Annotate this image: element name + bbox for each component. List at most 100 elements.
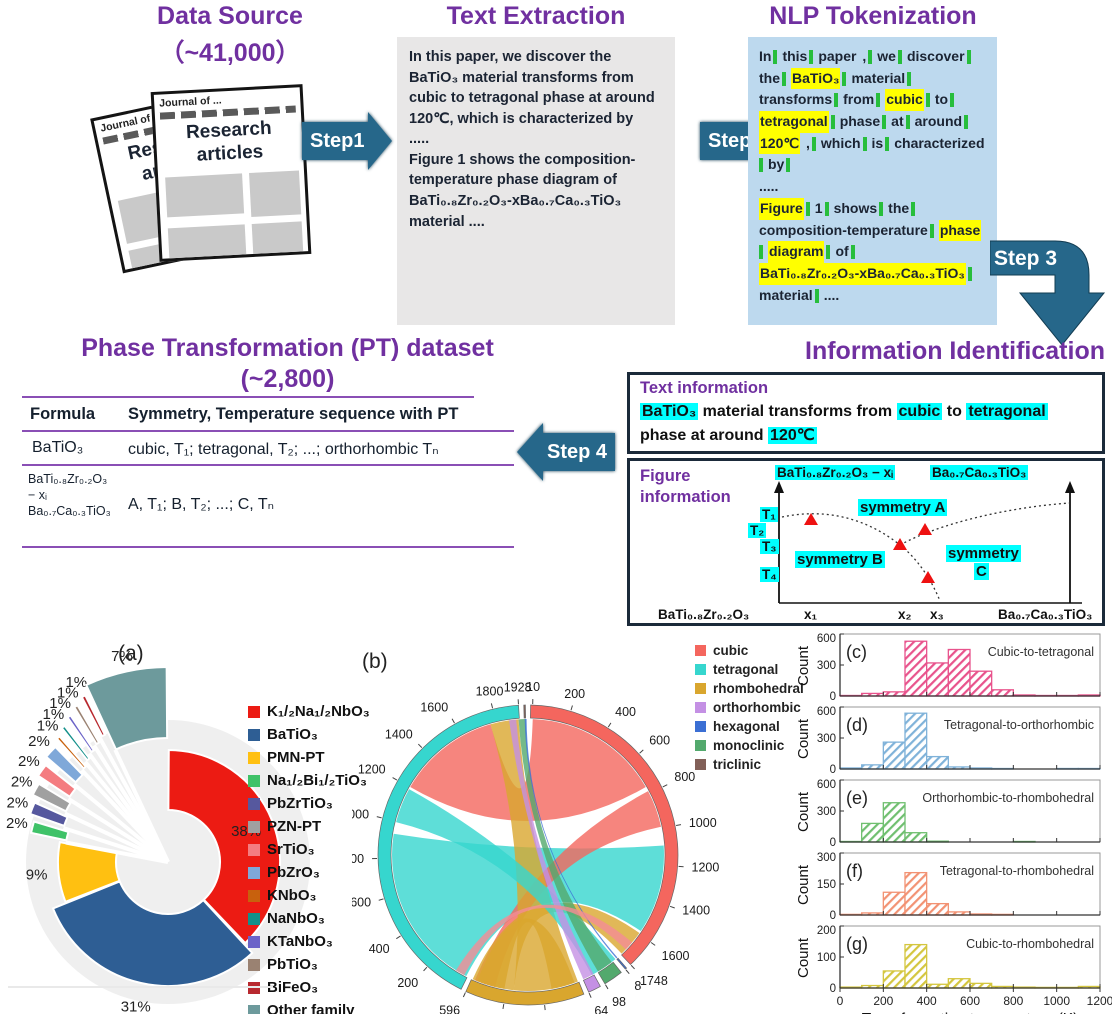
nlp-tokenization-title: NLP Tokenization [769, 2, 977, 30]
table-row2-formula: BaTi₀.₈Zr₀.₂O₃ − xᵢ Ba₀.₇Ca₀.₃TiO₃ [28, 471, 111, 519]
token-tick [964, 115, 969, 130]
token-tick [814, 288, 819, 303]
chord-scale-label: 800 [674, 770, 695, 784]
pie-percent-label: 9% [26, 866, 48, 883]
y-tick-label: 0 [830, 983, 836, 995]
histogram-e: 0 300 600 Count (e) Orthorhombic-to-rhombohed… [795, 779, 1101, 849]
chord-tick [588, 992, 592, 998]
histogram-f: 0 150 300 Count (f) Tetragonal-to-rhombohedra… [795, 852, 1101, 922]
y-tick-label: 150 [817, 879, 836, 891]
y-tick-label: 600 [817, 779, 836, 791]
step1-arrow: Step1 [302, 122, 369, 160]
token: to [934, 91, 949, 108]
pie-percent-label: 7% [111, 648, 133, 665]
legend-swatch [248, 889, 260, 902]
y-tick-label: 600 [817, 706, 836, 718]
chord-scale-label: 98 [612, 995, 626, 1009]
legend-swatch [248, 1004, 260, 1014]
legend-swatch [248, 751, 260, 764]
legend-swatch [695, 645, 706, 656]
chord-tick [423, 966, 428, 972]
chord-arc-tetragonal [377, 704, 520, 990]
chord-scale-label: 600 [352, 896, 371, 910]
chord-ribbon [490, 719, 578, 991]
table-rule-bottom [22, 546, 514, 548]
token: of [835, 243, 849, 260]
panel-label: (e) [846, 788, 868, 808]
x-tick-label: 0 [837, 994, 844, 1008]
x-tick-label: 1200 [1087, 994, 1112, 1008]
panel-label: (d) [846, 715, 868, 735]
pie-slice-PMN-PT [57, 840, 121, 904]
chord-tick [378, 898, 384, 901]
hist-bar [904, 712, 928, 770]
chord-scale-label: 1000 [352, 808, 369, 822]
token-tick [885, 136, 890, 151]
y-tick-label: 300 [817, 806, 836, 818]
chord-legend-item: tetragonal [695, 662, 804, 677]
token: we [877, 48, 896, 64]
token-tick [834, 93, 839, 108]
legend-label: BaTiO₃ [267, 726, 318, 743]
plain-text: material transforms from [698, 403, 897, 420]
table-row2-sequence: A, T₁; B, T₂; ...; C, Tₙ [128, 496, 275, 513]
hist-bar [926, 662, 949, 697]
pt-dataset-count: (~2,800) [240, 365, 335, 393]
pie-legend-item: NaNbO₃ [248, 910, 370, 927]
highlighted-token: tetragonal [759, 111, 829, 133]
chord-scale-label: 64 [594, 1004, 608, 1014]
x-label-left: BaTi₀.₈Zr₀.₂O₃ [658, 607, 750, 622]
token: the [888, 199, 910, 216]
pt-dataset-title: Phase Transformation (PT) dataset [81, 334, 494, 362]
chord-scale-label: 400 [369, 942, 390, 956]
pie-slice-PbZrTiO₃ [28, 801, 69, 828]
tokenized-text: In this paper , we discover the BaTiO₃ material… [748, 37, 997, 315]
phase-diagram [774, 481, 1082, 604]
token: from [843, 91, 875, 108]
token-tick [759, 158, 763, 173]
chord-arc-hexagonal [616, 957, 628, 970]
token-tick [862, 136, 867, 151]
chord-tick [607, 722, 612, 728]
x-tick-label: 400 [917, 994, 937, 1008]
legend-label: monoclinic [713, 738, 785, 753]
highlighted-entity: 120℃ [768, 427, 817, 444]
chord-legend-item: rhombohedral [695, 681, 804, 696]
token: is [871, 134, 884, 151]
histogram-c: 0 300 600 Count (c) Cubic-to-tetragonal [795, 633, 1101, 703]
legend-swatch [248, 843, 260, 856]
chord-tick [604, 984, 609, 990]
figure-information-box: Figure information BaTi₀.₈Zr₀.₂O₃ − xᵢ B… [627, 458, 1105, 626]
token-tick [824, 201, 829, 216]
pie-gap-ray [67, 797, 170, 864]
pie-legend-item: KTaNbO₃ [248, 933, 370, 950]
legend-label: KNbO₃ [267, 887, 317, 904]
panel-label: (c) [846, 642, 867, 662]
highlighted-token: BaTi₀.₈Zr₀.₂O₃-xBa₀.₇Ca₀.₃TiO₃ [759, 262, 966, 285]
chord-scale-label: 1200 [358, 763, 386, 777]
y-label-t4: T₄ [760, 567, 779, 582]
x-tick-label: 1000 [1043, 994, 1070, 1008]
legend-swatch [695, 740, 706, 751]
chord-scale-label: 8 [634, 979, 641, 993]
x-label-right: Ba₀.₇Ca₀.₃TiO₃ [998, 607, 1093, 622]
table-rule-top [22, 396, 474, 398]
token: discover [906, 48, 965, 64]
chord-tick [376, 816, 382, 819]
chord-arc-orthorhombic [582, 974, 601, 993]
token-tick [925, 93, 930, 108]
legend-label: PbZrTiO₃ [267, 795, 333, 812]
pie-legend-item: PZN-PT [248, 818, 370, 835]
pie-slice-PZN-PT [31, 782, 72, 813]
pie-slice-PbTiO₃ [72, 703, 101, 746]
y-label-t1: T₁ [760, 507, 778, 522]
phase-diagram-points [804, 513, 935, 583]
token-tick [786, 158, 791, 173]
pie-percent-label: 2% [6, 815, 28, 832]
pie-legend-item: KNbO₃ [248, 887, 370, 904]
legend-label: NaNbO₃ [267, 910, 325, 927]
symmetry-c-label-1: symmetry [946, 545, 1021, 562]
token: material [851, 69, 906, 86]
x-tick-label: 800 [1003, 994, 1023, 1008]
pie-slice-Other family [84, 665, 169, 751]
